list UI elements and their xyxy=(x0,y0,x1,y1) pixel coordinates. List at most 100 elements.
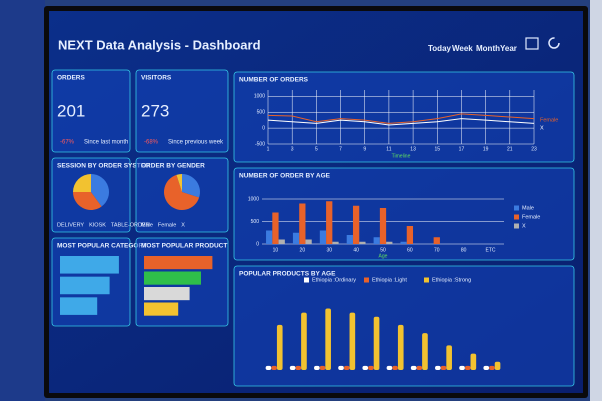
legend-swatch xyxy=(364,277,369,283)
bar xyxy=(373,316,380,370)
x-tick-label: 3 xyxy=(291,146,294,152)
panel xyxy=(233,71,575,163)
kpi-note: Since previous week xyxy=(168,140,224,146)
x-axis-label: Timeline xyxy=(392,153,411,159)
legend-label: Female xyxy=(158,222,176,228)
x-tick-label: 23 xyxy=(531,146,537,152)
legend-label: Ethiopia :Strong xyxy=(432,277,471,283)
y-tick-label: 1000 xyxy=(254,94,265,100)
bar xyxy=(406,226,414,244)
dashboard-title: NEXT Data Analysis - Dashboard xyxy=(58,37,261,52)
kpi-change: -67% xyxy=(60,140,75,146)
legend-swatch xyxy=(304,277,309,283)
x-tick-label: 60 xyxy=(407,247,413,253)
bar xyxy=(386,241,393,244)
panel-title: POPULAR PRODUCTS BY AGE xyxy=(239,271,336,278)
legend-swatch xyxy=(514,214,519,220)
panel xyxy=(233,167,575,261)
legend-label: X xyxy=(540,125,544,131)
bar xyxy=(433,237,440,244)
bar xyxy=(314,365,320,370)
pie-slice xyxy=(164,174,200,210)
bar xyxy=(368,365,374,370)
y-tick-label: -500 xyxy=(255,141,265,147)
bar xyxy=(346,235,353,244)
panel-title: ORDERS xyxy=(57,75,85,82)
bar xyxy=(265,365,272,370)
panel-title: MOST POPULAR PRODUCT xyxy=(141,243,227,250)
bar xyxy=(305,239,312,244)
legend-label: X xyxy=(522,223,526,229)
bar xyxy=(295,365,302,370)
period-tab[interactable]: Year xyxy=(500,44,517,53)
bar xyxy=(272,212,279,244)
bar xyxy=(144,256,213,270)
pie-slice xyxy=(73,174,91,192)
legend-label: TABLE-ORDER xyxy=(111,222,150,228)
period-tab[interactable]: Today xyxy=(428,44,452,53)
bar xyxy=(362,365,369,370)
legend-swatch xyxy=(514,223,519,229)
bar xyxy=(400,241,407,244)
bar xyxy=(440,365,447,370)
legend-label: KIOSK xyxy=(89,222,106,228)
bar xyxy=(325,308,331,370)
panel-title: ORDER BY GENDER xyxy=(141,163,205,170)
line-series xyxy=(267,113,535,124)
bar xyxy=(379,208,387,244)
bar xyxy=(276,324,283,370)
bar xyxy=(144,302,179,316)
panel xyxy=(135,69,229,153)
wall-right xyxy=(590,0,602,401)
bar xyxy=(459,365,465,370)
x-tick-label: 15 xyxy=(434,146,440,152)
kpi-value: 201 xyxy=(57,101,85,120)
y-tick-label: 0 xyxy=(256,241,259,247)
kpi-note: Since last month xyxy=(84,140,128,146)
refresh-icon[interactable] xyxy=(548,37,560,49)
bar xyxy=(144,287,190,301)
bar xyxy=(373,237,380,244)
bar xyxy=(410,365,417,370)
x-tick-label: 80 xyxy=(461,247,467,253)
y-tick-label: 1000 xyxy=(248,196,259,202)
bar xyxy=(319,230,327,244)
legend-label: Ethiopia :Light xyxy=(372,277,407,283)
x-tick-label: 21 xyxy=(507,146,513,152)
period-tab[interactable]: Week xyxy=(452,44,473,53)
bar xyxy=(386,365,393,370)
refresh-icon-arc xyxy=(548,37,560,49)
bar xyxy=(416,365,423,370)
bar xyxy=(326,201,333,244)
legend-label: X xyxy=(181,222,185,228)
y-tick-label: 500 xyxy=(251,219,260,225)
calendar-icon-frame xyxy=(525,37,539,50)
bar xyxy=(301,312,307,370)
y-tick-label: 0 xyxy=(262,125,265,131)
calendar-icon[interactable] xyxy=(525,37,539,50)
x-tick-label: 10 xyxy=(273,247,279,253)
bar xyxy=(392,365,398,370)
bar xyxy=(60,256,119,274)
x-tick-label: 20 xyxy=(300,247,306,253)
legend-label: Ethiopia :Ordinary xyxy=(312,277,356,283)
bar xyxy=(464,365,471,370)
panel xyxy=(233,265,575,387)
panel-title: VISITORS xyxy=(141,75,172,82)
x-tick-label: 9 xyxy=(363,146,366,152)
pie-slice xyxy=(182,174,200,198)
panel-title: NUMBER OF ORDERS xyxy=(239,77,309,84)
bar xyxy=(299,203,306,244)
bar xyxy=(435,365,441,370)
bar xyxy=(60,297,98,315)
x-tick-label: 11 xyxy=(386,146,391,152)
pie-slice xyxy=(73,192,102,210)
x-tick-label: 1 xyxy=(267,146,270,152)
bar xyxy=(397,324,404,370)
line-series xyxy=(267,118,535,126)
bar xyxy=(144,271,201,285)
bar xyxy=(292,232,300,244)
period-tab[interactable]: Month xyxy=(476,44,500,53)
panel-title: MOST POPULAR CATEGORY xyxy=(57,243,148,250)
legend-label: DELIVERY xyxy=(57,222,84,228)
